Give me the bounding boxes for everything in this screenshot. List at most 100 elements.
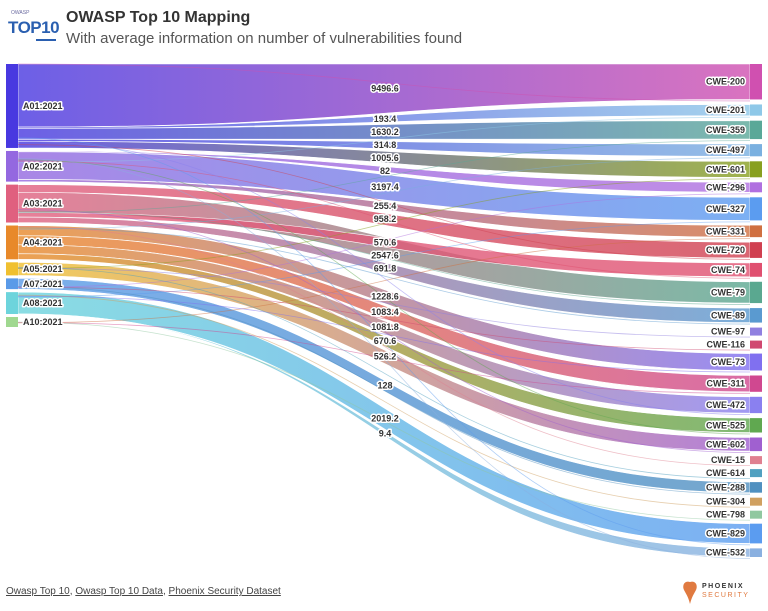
source-node[interactable]	[6, 184, 18, 223]
phoenix-bird-icon	[683, 581, 697, 604]
target-node-label: CWE-200	[706, 77, 745, 87]
target-node[interactable]	[750, 104, 762, 116]
target-node[interactable]	[750, 548, 762, 557]
flow-value-label: 2019.2	[371, 413, 399, 423]
target-node[interactable]	[750, 64, 762, 100]
target-node[interactable]	[750, 340, 762, 349]
source-node-label: A07:2021	[23, 279, 63, 289]
target-node-label: CWE-331	[706, 226, 745, 236]
minor-flow-strand	[17, 267, 751, 480]
target-node[interactable]	[750, 242, 762, 258]
source-node-label: A10:2021	[23, 317, 63, 327]
target-node[interactable]	[750, 281, 762, 304]
target-node[interactable]	[750, 510, 762, 519]
target-node[interactable]	[750, 375, 762, 392]
target-node[interactable]	[750, 308, 762, 323]
target-node-label: CWE-798	[706, 510, 745, 520]
minor-flow-strand	[17, 144, 751, 260]
target-node[interactable]	[750, 182, 762, 193]
flow-link[interactable]	[17, 120, 751, 140]
target-node-label: CWE-359	[706, 125, 745, 135]
target-node[interactable]	[750, 437, 762, 452]
source-node-label: A02:2021	[23, 161, 63, 171]
target-node[interactable]	[750, 327, 762, 336]
minor-flow-strand	[17, 63, 751, 102]
flow-link[interactable]	[17, 151, 751, 221]
flow-link[interactable]	[17, 291, 751, 544]
logo-small-text: OWASP	[11, 10, 30, 16]
target-node-label: CWE-525	[706, 420, 745, 430]
source-node-label: A04:2021	[23, 237, 63, 247]
link-phoenix-dataset[interactable]: Phoenix Security Dataset	[168, 586, 281, 597]
source-node[interactable]	[6, 317, 18, 327]
target-node-label: CWE-720	[706, 245, 745, 255]
target-node-label: CWE-304	[706, 497, 745, 507]
target-node-label: CWE-602	[706, 439, 745, 449]
flow-link[interactable]	[17, 150, 751, 193]
minor-flow-strand	[17, 157, 751, 230]
flow-value-label: 1228.6	[371, 291, 399, 301]
target-node[interactable]	[750, 418, 762, 433]
target-node[interactable]	[750, 262, 762, 277]
target-node-label: CWE-201	[706, 105, 745, 115]
logo-underline	[36, 39, 56, 41]
flow-link[interactable]	[17, 212, 751, 278]
phoenix-security-logo: PHOENIX SECURITY	[680, 578, 760, 606]
minor-flow-strand	[17, 140, 751, 214]
flow-value-label: 526.2	[374, 352, 397, 362]
minor-flow-strand	[17, 158, 751, 559]
flow-link[interactable]	[17, 138, 751, 157]
link-owasp-top10[interactable]: Owasp Top 10	[6, 586, 70, 597]
flow-value-label: 1630.2	[371, 127, 399, 137]
flow-value-label: 1081.8	[371, 322, 399, 332]
source-node[interactable]	[6, 64, 18, 148]
flow-link[interactable]	[17, 253, 751, 433]
target-node[interactable]	[750, 161, 762, 178]
minor-flow-strand	[17, 286, 751, 351]
minor-flow-strand	[17, 178, 751, 269]
target-node[interactable]	[750, 120, 762, 140]
minor-flow-strand	[17, 294, 751, 508]
minor-flow-strand	[17, 286, 751, 495]
target-node-label: CWE-614	[706, 468, 745, 478]
flow-link[interactable]	[17, 225, 751, 371]
source-node-label: A01:2021	[23, 101, 63, 111]
source-node[interactable]	[6, 150, 18, 182]
flow-value-label: 1005.6	[371, 153, 399, 163]
source-node[interactable]	[6, 225, 18, 260]
target-node[interactable]	[750, 497, 762, 506]
flow-value-label: 2547.6	[371, 250, 399, 260]
flow-value-label: 9.4	[379, 428, 392, 438]
flow-link[interactable]	[17, 244, 751, 414]
flow-value-label: 9496.6	[371, 84, 399, 94]
source-node[interactable]	[6, 262, 18, 276]
minor-flow-strand	[17, 137, 751, 546]
target-node-label: CWE-497	[706, 145, 745, 155]
minor-flow-strand	[17, 116, 751, 163]
target-node[interactable]	[750, 353, 762, 371]
target-node[interactable]	[750, 197, 762, 221]
flow-value-label: 314.8	[374, 140, 397, 150]
flow-value-label: 691.8	[374, 263, 397, 273]
link-owasp-top10-data[interactable]: Owasp Top 10 Data	[75, 586, 163, 597]
target-node[interactable]	[750, 396, 762, 414]
target-node[interactable]	[750, 225, 762, 238]
flow-value-label: 128	[377, 381, 392, 391]
target-node-label: CWE-74	[711, 265, 745, 275]
target-node[interactable]	[750, 523, 762, 544]
target-node[interactable]	[750, 469, 762, 478]
flow-value-label: 82	[380, 166, 390, 176]
minor-flow-strand	[17, 159, 751, 435]
target-node[interactable]	[750, 144, 762, 157]
flow-value-label: 670.6	[374, 336, 397, 346]
target-node[interactable]	[750, 456, 762, 465]
owasp-top10-logo: OWASP TOP10	[8, 10, 60, 44]
source-node[interactable]	[6, 292, 18, 314]
flow-link[interactable]	[17, 179, 751, 238]
minor-flow-strand	[17, 226, 751, 467]
target-node[interactable]	[750, 482, 762, 493]
target-node-label: CWE-79	[711, 287, 745, 297]
source-node[interactable]	[6, 278, 18, 290]
flow-link[interactable]	[17, 278, 751, 493]
